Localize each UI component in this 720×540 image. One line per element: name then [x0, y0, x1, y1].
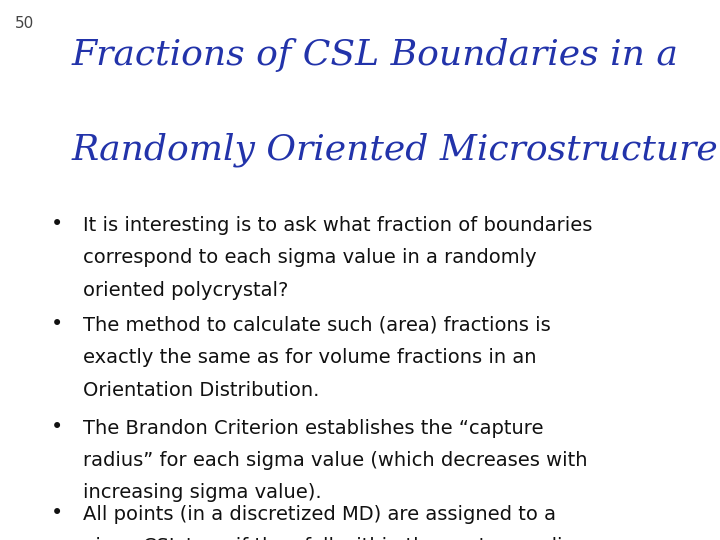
Text: •: •	[50, 503, 63, 523]
Text: oriented polycrystal?: oriented polycrystal?	[83, 281, 288, 300]
Text: The Brandon Criterion establishes the “capture: The Brandon Criterion establishes the “c…	[83, 418, 544, 437]
Text: correspond to each sigma value in a randomly: correspond to each sigma value in a rand…	[83, 248, 536, 267]
Text: •: •	[50, 417, 63, 437]
Text: •: •	[50, 314, 63, 334]
Text: It is interesting is to ask what fraction of boundaries: It is interesting is to ask what fractio…	[83, 216, 592, 235]
Text: Randomly Oriented Microstructure: Randomly Oriented Microstructure	[72, 132, 719, 167]
Text: •: •	[50, 214, 63, 234]
Text: All points (in a discretized MD) are assigned to a: All points (in a discretized MD) are ass…	[83, 505, 556, 524]
Text: Fractions of CSL Boundaries in a: Fractions of CSL Boundaries in a	[72, 38, 679, 72]
Text: given CSL type if they fall within the capture radius.: given CSL type if they fall within the c…	[83, 537, 591, 540]
Text: exactly the same as for volume fractions in an: exactly the same as for volume fractions…	[83, 348, 536, 367]
Text: The method to calculate such (area) fractions is: The method to calculate such (area) frac…	[83, 316, 551, 335]
Text: radius” for each sigma value (which decreases with: radius” for each sigma value (which decr…	[83, 451, 588, 470]
Text: increasing sigma value).: increasing sigma value).	[83, 483, 321, 502]
Text: Orientation Distribution.: Orientation Distribution.	[83, 381, 319, 400]
Text: 50: 50	[14, 16, 34, 31]
